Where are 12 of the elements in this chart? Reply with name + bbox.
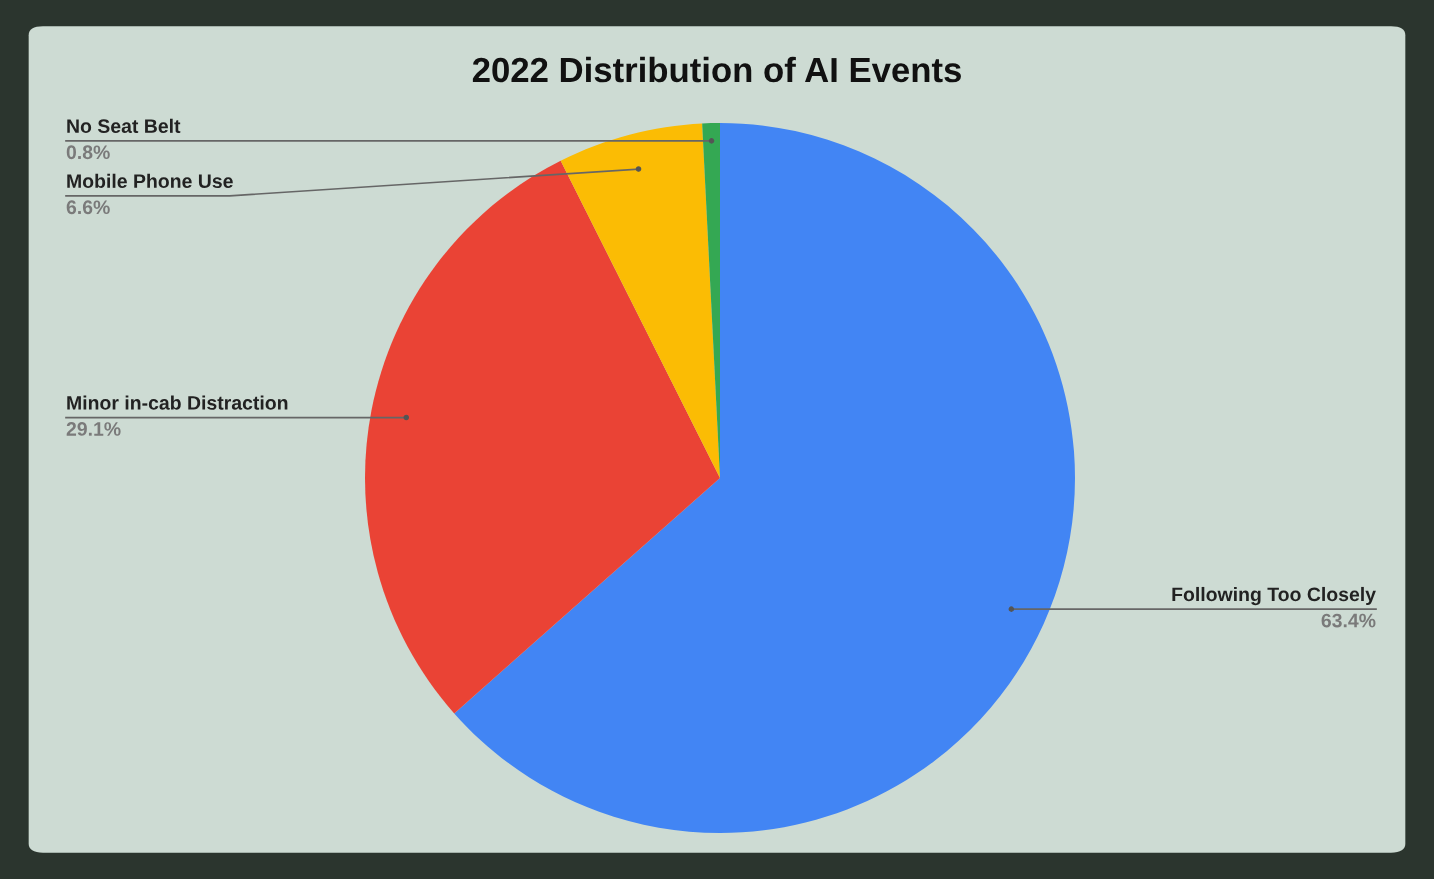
data-label: 0.8% <box>66 145 110 160</box>
slice-label: No Seat Belt <box>67 118 181 134</box>
slice-label: Minor in-cab Distraction <box>67 395 288 410</box>
data-label: 63.4% <box>1321 613 1376 628</box>
data-label: 29.1% <box>66 422 121 436</box>
pie-slice <box>454 123 1075 833</box>
chart-title: 2022 Distribution of AI Events <box>472 56 961 83</box>
data-label: 6.6% <box>66 200 110 215</box>
pie-slice <box>365 160 720 714</box>
pie-slice <box>560 123 720 478</box>
slice-label: Following Too Closely <box>1172 586 1376 606</box>
slice-label: Mobile Phone Use <box>67 173 233 189</box>
